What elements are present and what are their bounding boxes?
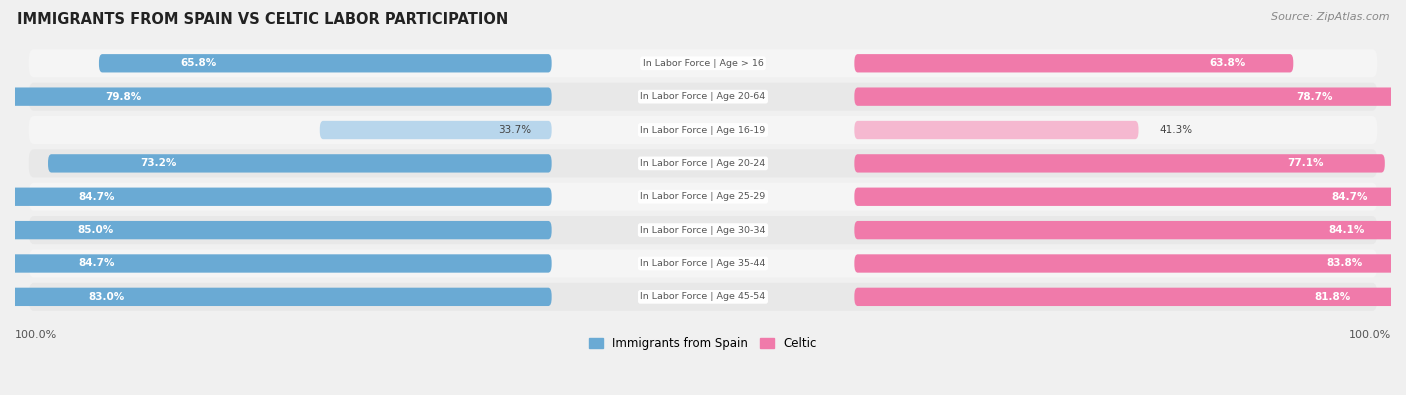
Text: In Labor Force | Age 16-19: In Labor Force | Age 16-19 (640, 126, 766, 135)
FancyBboxPatch shape (28, 49, 1378, 77)
FancyBboxPatch shape (28, 283, 1378, 311)
Legend: Immigrants from Spain, Celtic: Immigrants from Spain, Celtic (589, 337, 817, 350)
FancyBboxPatch shape (28, 83, 1378, 111)
Text: 100.0%: 100.0% (15, 329, 58, 340)
FancyBboxPatch shape (28, 250, 1378, 278)
Text: 84.7%: 84.7% (79, 192, 115, 202)
Text: In Labor Force | Age 20-24: In Labor Force | Age 20-24 (640, 159, 766, 168)
FancyBboxPatch shape (3, 87, 551, 106)
FancyBboxPatch shape (0, 188, 551, 206)
Text: 65.8%: 65.8% (180, 58, 217, 68)
Text: 84.1%: 84.1% (1329, 225, 1364, 235)
FancyBboxPatch shape (855, 188, 1406, 206)
Text: 41.3%: 41.3% (1159, 125, 1192, 135)
Text: In Labor Force | Age > 16: In Labor Force | Age > 16 (643, 59, 763, 68)
FancyBboxPatch shape (855, 54, 1294, 72)
Text: IMMIGRANTS FROM SPAIN VS CELTIC LABOR PARTICIPATION: IMMIGRANTS FROM SPAIN VS CELTIC LABOR PA… (17, 12, 508, 27)
Text: 85.0%: 85.0% (77, 225, 114, 235)
FancyBboxPatch shape (855, 221, 1406, 239)
FancyBboxPatch shape (48, 154, 551, 173)
Text: 81.8%: 81.8% (1315, 292, 1351, 302)
FancyBboxPatch shape (855, 254, 1406, 273)
Text: In Labor Force | Age 35-44: In Labor Force | Age 35-44 (640, 259, 766, 268)
Text: Source: ZipAtlas.com: Source: ZipAtlas.com (1271, 12, 1389, 22)
Text: 83.0%: 83.0% (89, 292, 124, 302)
FancyBboxPatch shape (0, 288, 551, 306)
Text: 100.0%: 100.0% (1348, 329, 1391, 340)
FancyBboxPatch shape (28, 149, 1378, 177)
FancyBboxPatch shape (98, 54, 551, 72)
FancyBboxPatch shape (855, 121, 1139, 139)
Text: In Labor Force | Age 25-29: In Labor Force | Age 25-29 (640, 192, 766, 201)
FancyBboxPatch shape (319, 121, 551, 139)
Text: 78.7%: 78.7% (1296, 92, 1333, 102)
Text: 83.8%: 83.8% (1326, 258, 1362, 269)
FancyBboxPatch shape (855, 288, 1406, 306)
Text: In Labor Force | Age 45-54: In Labor Force | Age 45-54 (640, 292, 766, 301)
FancyBboxPatch shape (855, 154, 1385, 173)
FancyBboxPatch shape (28, 183, 1378, 211)
FancyBboxPatch shape (0, 221, 551, 239)
Text: 77.1%: 77.1% (1286, 158, 1323, 168)
Text: 63.8%: 63.8% (1209, 58, 1246, 68)
FancyBboxPatch shape (28, 116, 1378, 144)
Text: In Labor Force | Age 30-34: In Labor Force | Age 30-34 (640, 226, 766, 235)
FancyBboxPatch shape (28, 216, 1378, 244)
Text: 84.7%: 84.7% (79, 258, 115, 269)
FancyBboxPatch shape (855, 87, 1396, 106)
Text: 33.7%: 33.7% (498, 125, 531, 135)
Text: 84.7%: 84.7% (1331, 192, 1368, 202)
Text: 79.8%: 79.8% (105, 92, 142, 102)
Text: 73.2%: 73.2% (141, 158, 177, 168)
FancyBboxPatch shape (0, 254, 551, 273)
Text: In Labor Force | Age 20-64: In Labor Force | Age 20-64 (640, 92, 766, 101)
